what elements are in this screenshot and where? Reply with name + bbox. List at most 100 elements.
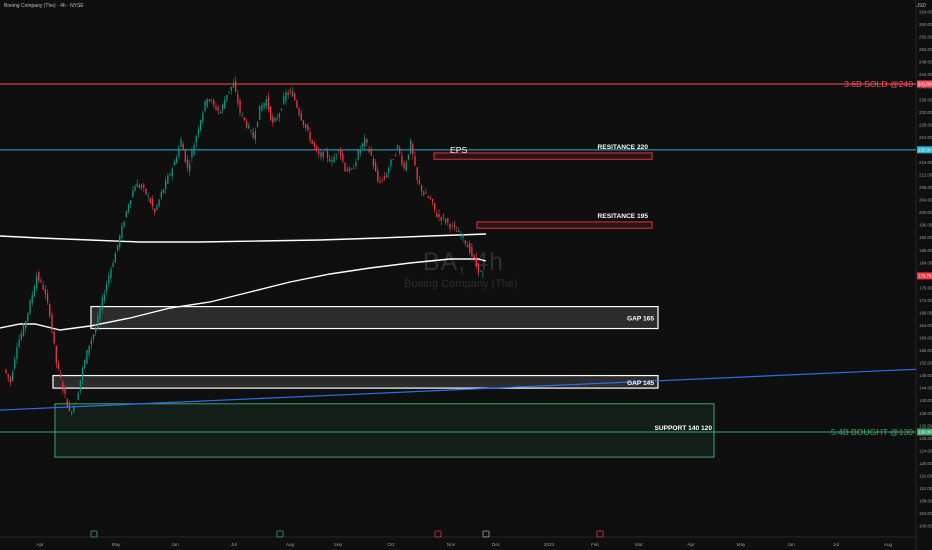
- candle-body: [9, 377, 12, 383]
- candle-body: [318, 151, 320, 155]
- time-tick-label: Feb: [591, 542, 599, 547]
- candle-body: [298, 108, 300, 115]
- time-tick-label: Jul: [231, 542, 237, 547]
- candle-body: [287, 92, 289, 95]
- candle-body: [372, 158, 375, 166]
- candle-body: [350, 169, 353, 171]
- candle-body: [110, 268, 112, 279]
- candle-body: [405, 162, 407, 171]
- price-tick-label: 132.00: [919, 423, 932, 428]
- candle-body: [235, 80, 237, 92]
- candle-body: [337, 150, 340, 151]
- time-tick-label: Nov: [447, 542, 456, 547]
- candle-body: [304, 123, 307, 128]
- price-tick-label: 172.00: [919, 298, 932, 303]
- candle-body: [154, 208, 156, 212]
- candle-body: [364, 137, 366, 147]
- candle-body: [40, 279, 42, 282]
- candle-body: [353, 168, 355, 170]
- price-tick-label: 228.00: [919, 122, 932, 127]
- candle-body: [217, 107, 219, 111]
- candle-body: [388, 168, 390, 173]
- time-tick-label: May: [112, 542, 121, 547]
- candle-body: [173, 161, 176, 166]
- candle-body: [202, 112, 204, 122]
- candle-body: [423, 191, 425, 195]
- candle-body: [42, 285, 44, 290]
- candle-body: [245, 121, 248, 128]
- candle-body: [182, 143, 184, 150]
- eps-label: EPS: [450, 145, 467, 155]
- candle-body: [274, 117, 276, 122]
- candle-body: [75, 402, 77, 404]
- candle-body: [29, 300, 31, 314]
- candle-body: [379, 180, 381, 183]
- candle-body: [396, 144, 399, 149]
- zone-2: [90, 305, 659, 330]
- candle-body: [158, 199, 160, 206]
- candle-body: [434, 202, 436, 210]
- candle-body: [309, 132, 311, 141]
- watermark-name: Boeing Company (The): [404, 278, 518, 290]
- candle-body: [64, 387, 66, 394]
- candle-body: [145, 188, 147, 195]
- candle-body: [20, 333, 22, 340]
- candle-body: [291, 91, 294, 97]
- candle-body: [189, 163, 191, 171]
- price-badge: [917, 272, 932, 280]
- candle-body: [429, 198, 431, 199]
- zone-1: [476, 221, 653, 229]
- candle-body: [447, 218, 449, 223]
- candle-body: [471, 246, 473, 257]
- candle-body: [346, 169, 348, 172]
- candle-body: [259, 105, 261, 120]
- candle-body: [307, 125, 309, 130]
- candle-body: [466, 245, 469, 248]
- candle-body: [204, 100, 206, 111]
- event-marker: [482, 530, 490, 538]
- time-tick-label: 2024: [544, 542, 555, 547]
- price-tick-label: 108.00: [919, 499, 932, 504]
- candle-body: [407, 154, 410, 160]
- candle-body: [339, 149, 342, 156]
- candle-body: [25, 321, 27, 329]
- moving-averages: [0, 233, 487, 331]
- price-tick-label: 144.00: [919, 386, 932, 391]
- candle-body: [464, 240, 466, 244]
- candle-body: [320, 152, 322, 157]
- annotation-labels: 3.6B SOLD @240 5.4B BOUGHT @130 RESITANCE …: [450, 79, 913, 437]
- candle-body: [99, 308, 101, 320]
- candle-body: [27, 312, 29, 322]
- price-tick-label: 204.00: [919, 198, 932, 203]
- candle-body: [329, 158, 331, 162]
- price-tick-label: 232.00: [919, 110, 932, 115]
- time-tick-label: Sep: [334, 542, 343, 547]
- price-tick-label: 168.00: [919, 310, 932, 315]
- candle-body: [261, 105, 263, 111]
- candle-body: [420, 185, 423, 192]
- time-axis[interactable]: Apr May Jun Jul Aug Sep Oct Nov Dec 2024 Feb Mar Apr…: [36, 530, 893, 547]
- price-tick-label: 200.00: [919, 210, 932, 215]
- candle-body: [178, 147, 180, 157]
- candle-body: [296, 100, 298, 108]
- price-tick-label: 176.00: [919, 285, 932, 290]
- candle-body: [197, 129, 200, 135]
- price-tick-label: 128.00: [919, 436, 932, 441]
- candle-body: [267, 96, 270, 110]
- candle-body: [46, 293, 49, 303]
- candle-body: [370, 148, 372, 156]
- candle-body: [101, 296, 103, 310]
- candle-body: [311, 140, 313, 144]
- candle-body: [62, 383, 64, 391]
- price-tick-label: 260.00: [919, 22, 932, 27]
- candle-body: [442, 215, 445, 217]
- candle-body: [224, 99, 226, 109]
- candle-body: [427, 196, 429, 198]
- candle-body: [455, 231, 458, 232]
- candle-body: [73, 405, 75, 413]
- price-badge-label: 179.79: [918, 274, 932, 279]
- candle-body: [230, 86, 232, 91]
- candle-body: [84, 359, 86, 368]
- price-axis[interactable]: 264.00260.00256.00252.00248.00244.00240.…: [917, 9, 932, 529]
